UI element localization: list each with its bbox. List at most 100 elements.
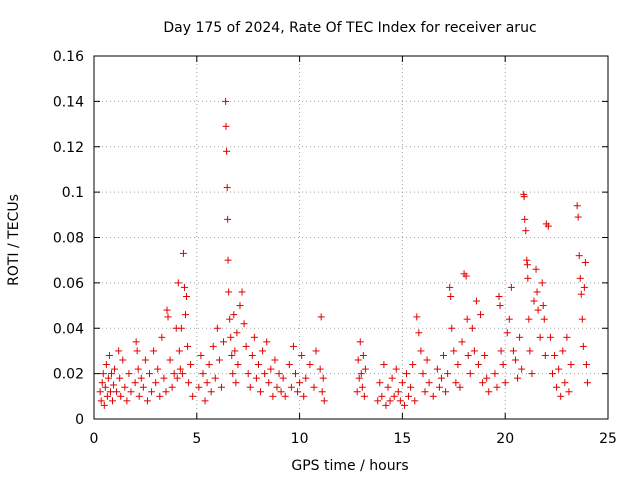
data-point-0-124 <box>310 383 318 391</box>
data-point-0-176 <box>450 347 458 355</box>
data-point-0-14 <box>111 365 119 373</box>
data-point-0-51 <box>176 365 184 373</box>
y-tick-label-0: 0 <box>75 412 84 428</box>
data-point-0-100 <box>254 361 262 369</box>
data-point-0-221 <box>532 265 540 273</box>
data-point-0-201 <box>501 379 509 387</box>
data-point-0-212 <box>521 215 529 223</box>
data-point-0-157 <box>409 361 417 369</box>
data-point-0-89 <box>233 329 241 337</box>
data-point-0-82 <box>226 315 234 323</box>
data-point-0-36 <box>152 379 160 387</box>
data-point-0-185 <box>466 370 474 378</box>
data-point-0-245 <box>576 274 584 282</box>
data-point-0-116 <box>289 342 297 350</box>
data-point-0-239 <box>563 333 571 341</box>
data-point-0-160 <box>415 329 423 337</box>
data-point-0-200 <box>499 361 507 369</box>
data-point-0-141 <box>376 379 384 387</box>
data-point-0-184 <box>464 351 472 359</box>
data-point-0-34 <box>148 388 156 396</box>
x-tick-label-4: 20 <box>496 431 514 447</box>
x-tick-label-0: 0 <box>90 431 99 447</box>
data-point-0-45 <box>168 383 176 391</box>
data-point-0-225 <box>538 279 546 287</box>
data-point-0-95 <box>244 370 252 378</box>
data-point-0-205 <box>509 347 517 355</box>
y-tick-label-2: 0.04 <box>53 321 84 337</box>
data-point-0-177 <box>452 379 460 387</box>
data-point-0-165 <box>425 379 433 387</box>
data-point-0-219 <box>528 370 536 378</box>
data-point-0-68 <box>207 388 215 396</box>
data-point-0-65 <box>201 397 209 405</box>
data-point-0-196 <box>493 383 501 391</box>
data-point-0-26 <box>133 347 141 355</box>
data-point-0-108 <box>271 356 279 364</box>
data-point-0-35 <box>150 347 158 355</box>
data-point-0-175 <box>448 324 456 332</box>
data-point-0-115 <box>287 383 295 391</box>
data-point-0-49 <box>174 279 182 287</box>
data-point-0-79 <box>224 215 232 223</box>
data-point-0-140 <box>374 397 382 405</box>
data-point-0-189 <box>474 361 482 369</box>
data-point-0-180 <box>458 338 466 346</box>
data-point-0-121 <box>300 392 308 400</box>
data-point-0-78 <box>223 184 231 192</box>
data-point-0-164 <box>423 356 431 364</box>
data-point-0-207 <box>514 374 522 382</box>
data-point-0-132 <box>354 356 362 364</box>
data-point-0-20 <box>121 383 129 391</box>
x-tick-label-2: 10 <box>291 431 309 447</box>
data-point-0-123 <box>306 361 314 369</box>
data-point-0-209 <box>518 365 526 373</box>
y-tick-label-1: 0.02 <box>53 367 84 383</box>
data-point-0-21 <box>123 397 131 405</box>
data-point-0-222 <box>533 288 541 296</box>
data-point-0-248 <box>579 342 587 350</box>
data-point-0-237 <box>559 347 567 355</box>
data-point-0-75 <box>222 97 230 105</box>
data-point-0-241 <box>567 361 575 369</box>
data-point-0-9 <box>105 351 113 359</box>
data-point-0-218 <box>526 347 534 355</box>
data-point-0-91 <box>236 302 244 310</box>
data-point-0-172 <box>444 370 452 378</box>
data-point-0-48 <box>173 374 181 382</box>
data-point-0-173 <box>446 283 454 291</box>
y-tick-label-4: 0.08 <box>53 231 84 247</box>
data-point-0-168 <box>435 383 443 391</box>
data-point-0-77 <box>223 147 231 155</box>
data-point-0-206 <box>511 356 519 364</box>
data-point-0-69 <box>209 342 217 350</box>
data-point-0-97 <box>248 351 256 359</box>
y-tick-label-8: 0.16 <box>53 49 84 65</box>
data-point-0-63 <box>197 351 205 359</box>
data-point-0-249 <box>580 283 588 291</box>
data-point-0-31 <box>141 356 149 364</box>
data-point-0-154 <box>403 370 411 378</box>
data-point-0-188 <box>472 297 480 305</box>
data-point-0-71 <box>213 324 221 332</box>
data-point-0-145 <box>384 383 392 391</box>
data-point-0-99 <box>252 374 260 382</box>
data-point-0-112 <box>279 374 287 382</box>
data-point-0-111 <box>277 388 285 396</box>
data-point-0-138 <box>360 392 368 400</box>
data-point-0-167 <box>433 365 441 373</box>
data-point-0-11 <box>107 370 115 378</box>
data-point-0-102 <box>259 347 267 355</box>
data-point-0-57 <box>183 292 191 300</box>
data-point-0-30 <box>139 383 147 391</box>
data-point-0-3 <box>99 370 107 378</box>
data-point-0-103 <box>261 370 269 378</box>
data-point-0-234 <box>553 383 561 391</box>
y-tick-label-7: 0.14 <box>53 94 84 110</box>
data-point-0-2 <box>98 379 106 387</box>
data-point-0-37 <box>154 365 162 373</box>
data-point-0-62 <box>195 383 203 391</box>
data-point-0-58 <box>184 342 192 350</box>
data-point-0-203 <box>505 315 513 323</box>
